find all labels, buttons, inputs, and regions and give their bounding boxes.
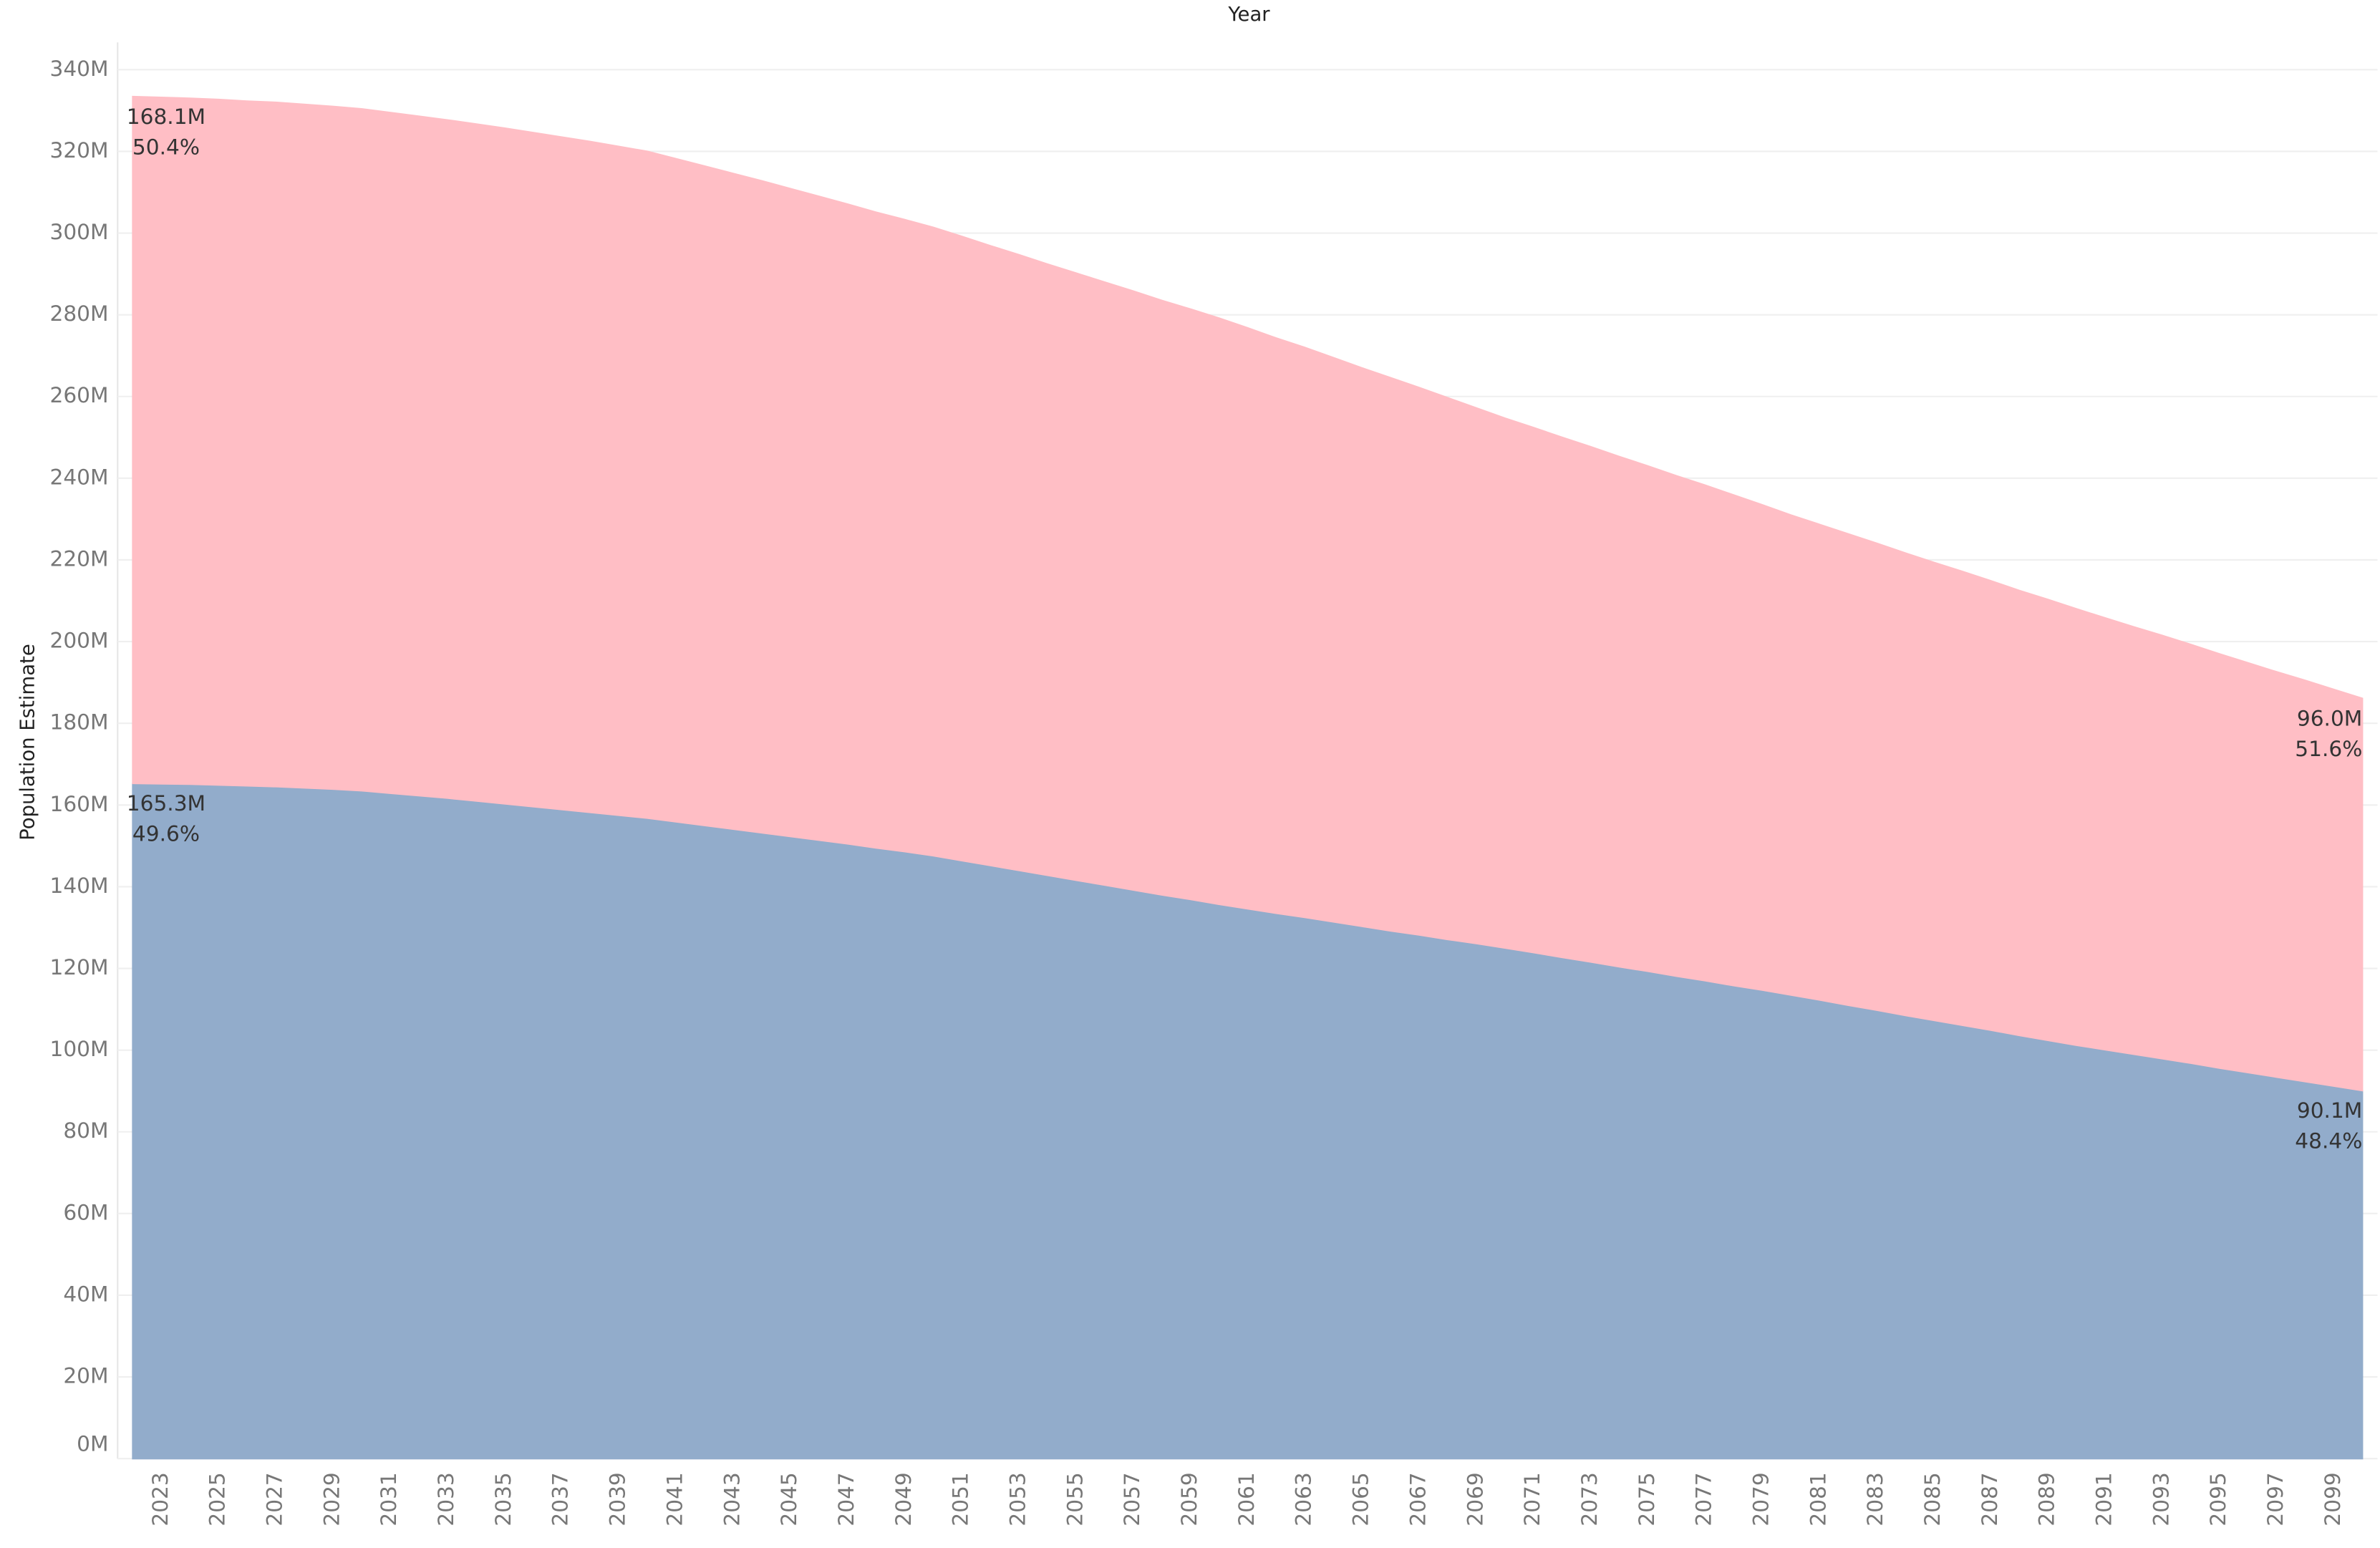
value-label: 165.3M — [127, 791, 205, 816]
y-tick-label: 280M — [49, 301, 108, 326]
x-tick-label: 2025 — [205, 1472, 230, 1526]
x-tick-label: 2067 — [1406, 1472, 1430, 1526]
y-axis-title: Population Estimate — [16, 644, 39, 841]
percent-label: 51.6% — [2295, 737, 2362, 761]
percent-label: 48.4% — [2295, 1129, 2362, 1153]
x-tick-label: 2061 — [1234, 1472, 1259, 1526]
y-tick-label: 120M — [49, 955, 108, 979]
x-tick-label: 2089 — [2035, 1472, 2059, 1526]
y-tick-label: 340M — [49, 57, 108, 81]
x-tick-label: 2029 — [319, 1472, 344, 1526]
y-tick-label: 0M — [77, 1432, 108, 1456]
y-tick-label: 260M — [49, 383, 108, 407]
x-axis-title: Year — [1227, 3, 1270, 26]
x-tick-label: 2065 — [1349, 1472, 1373, 1526]
x-tick-label: 2063 — [1292, 1472, 1316, 1526]
x-tick-label: 2035 — [491, 1472, 516, 1526]
x-tick-label: 2053 — [1006, 1472, 1030, 1526]
x-tick-label: 2045 — [777, 1472, 801, 1526]
y-tick-label: 140M — [49, 874, 108, 898]
x-tick-label: 2085 — [1920, 1472, 1945, 1526]
x-tick-label: 2077 — [1692, 1472, 1716, 1526]
y-tick-label: 100M — [49, 1037, 108, 1061]
y-tick-label: 200M — [49, 629, 108, 653]
x-tick-label: 2093 — [2149, 1472, 2173, 1526]
y-tick-label: 160M — [49, 792, 108, 816]
x-tick-label: 2091 — [2092, 1472, 2117, 1526]
x-tick-label: 2031 — [377, 1472, 401, 1526]
x-tick-label: 2033 — [434, 1472, 458, 1526]
y-tick-label: 320M — [49, 138, 108, 163]
x-tick-label: 2051 — [949, 1472, 973, 1526]
x-tick-label: 2083 — [1863, 1472, 1887, 1526]
x-tick-label: 2037 — [548, 1472, 573, 1526]
value-label: 168.1M — [127, 105, 205, 129]
x-tick-label: 2079 — [1748, 1472, 1773, 1526]
x-tick-label: 2049 — [891, 1472, 916, 1526]
value-label: 90.1M — [2297, 1098, 2362, 1123]
y-tick-label: 300M — [49, 220, 108, 244]
x-tick-label: 2027 — [263, 1472, 287, 1526]
labels: 165.3M 49.6% 90.1M 48.4% 168.1M 50.4% 96.0M 51.… — [127, 105, 2363, 1153]
x-tick-label: 2039 — [606, 1472, 630, 1526]
x-tick-label: 2023 — [148, 1472, 173, 1526]
x-tick-label: 2075 — [1635, 1472, 1659, 1526]
x-tick-label: 2069 — [1463, 1472, 1487, 1526]
y-tick-label: 60M — [63, 1200, 108, 1224]
y-tick-label: 180M — [49, 710, 108, 735]
x-tick-label: 2055 — [1063, 1472, 1087, 1526]
x-tick-label: 2095 — [2206, 1472, 2230, 1526]
x-tick-label: 2047 — [834, 1472, 858, 1526]
x-tick-label: 2073 — [1577, 1472, 1602, 1526]
y-tick-label: 240M — [49, 465, 108, 489]
y-tick-label: 20M — [63, 1364, 108, 1388]
x-tick-label: 2059 — [1177, 1472, 1201, 1526]
percent-label: 50.4% — [132, 135, 200, 159]
x-tick-label: 2043 — [720, 1472, 744, 1526]
y-tick-label: 220M — [49, 546, 108, 571]
x-tick-label: 2081 — [1806, 1472, 1830, 1526]
y-tick-label: 80M — [63, 1118, 108, 1143]
x-tick-label: 2041 — [662, 1472, 687, 1526]
x-tick-label: 2097 — [2263, 1472, 2288, 1526]
x-tick-label: 2099 — [2321, 1472, 2345, 1526]
percent-label: 49.6% — [132, 821, 200, 846]
areas — [132, 95, 2364, 1460]
value-label: 96.0M — [2297, 707, 2362, 731]
x-tick-label: 2057 — [1120, 1472, 1144, 1526]
x-tick-label: 2087 — [1978, 1472, 2002, 1526]
y-tick-label: 40M — [63, 1282, 108, 1306]
area — [132, 95, 2364, 1092]
x-tick-label: 2071 — [1520, 1472, 1544, 1526]
